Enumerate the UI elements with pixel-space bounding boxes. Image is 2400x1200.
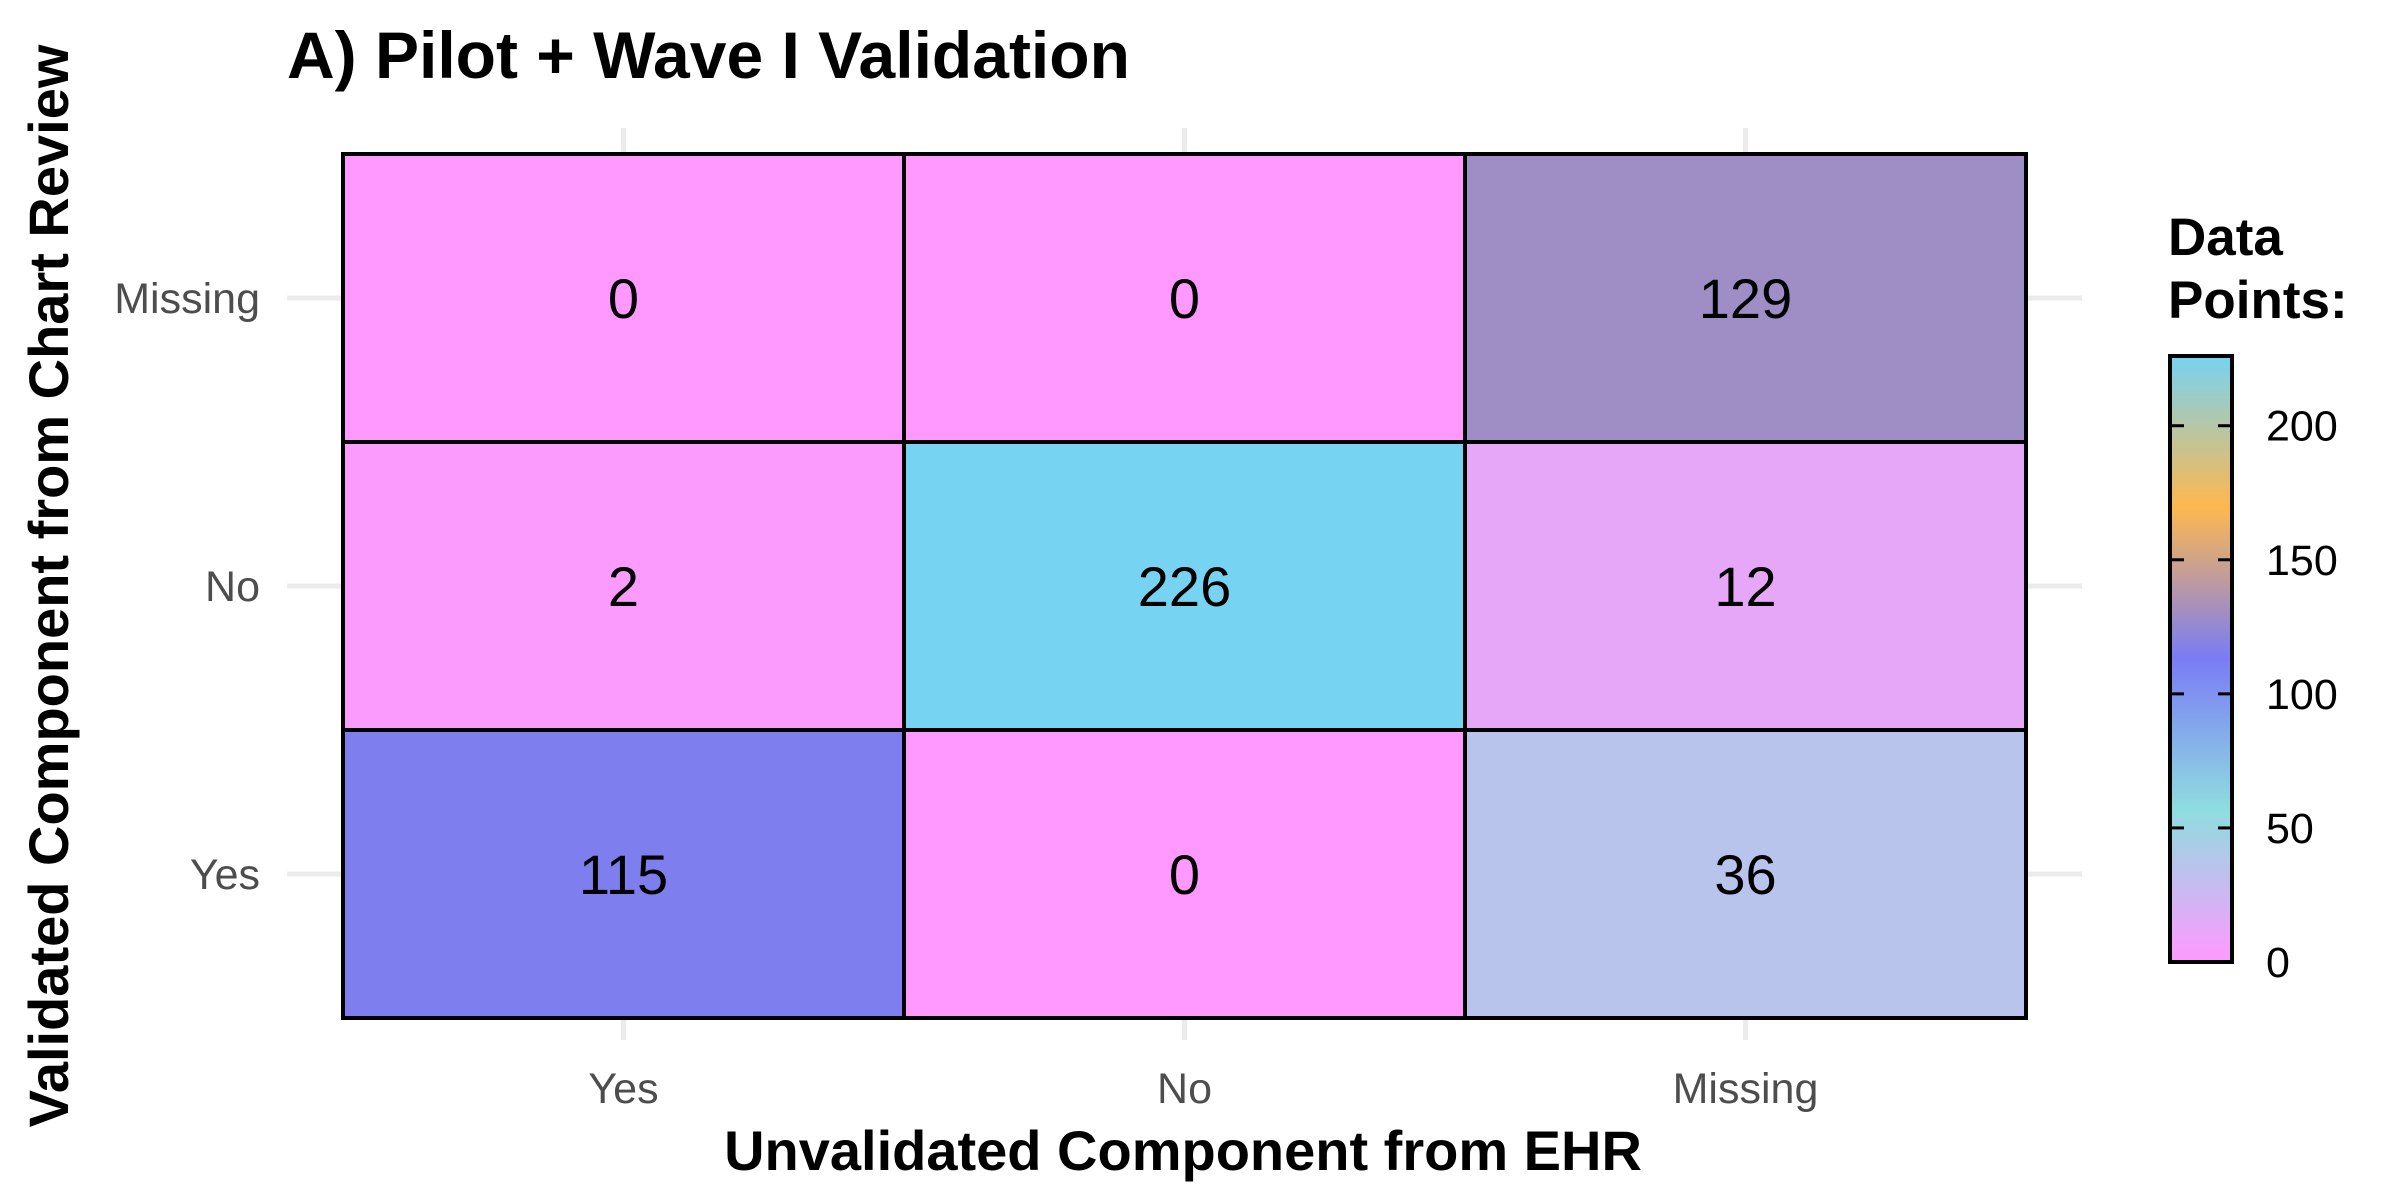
legend-tick-label: 150: [2266, 537, 2338, 585]
legend-tick-label: 0: [2266, 939, 2290, 987]
cell-value-label: 2: [608, 555, 639, 618]
legend-tick-label: 200: [2266, 403, 2338, 451]
x-axis-title: Unvalidated Component from EHR: [724, 1119, 1642, 1182]
legend-title-line-2: Points:: [2168, 271, 2348, 330]
legend-tick-label: 100: [2266, 671, 2338, 719]
heatmap-cell-yes-yes: [341, 728, 906, 1020]
legend-ticks: 0 50 100 150 200: [2172, 403, 2338, 987]
x-axis-ticks: Yes No Missing: [588, 1020, 1818, 1113]
cell-value-label: 0: [608, 267, 639, 330]
heatmap-cell-yes-no: [341, 440, 906, 732]
cell-value-label: 0: [1169, 843, 1200, 906]
heatmap-cell-no-no: [902, 440, 1467, 732]
x-tick-label-yes: Yes: [588, 1065, 658, 1113]
legend-colorbar: [2168, 354, 2234, 964]
cell-value-label: 36: [1714, 843, 1776, 906]
heatmap-cells: 0 0 129 2 226 12 115 0 36: [341, 152, 2028, 1020]
cell-value-label: 129: [1699, 267, 1792, 330]
cell-value-label: 115: [579, 843, 668, 906]
y-tick-label-no: No: [205, 563, 260, 611]
heatmap-cell-no-yes: [902, 728, 1467, 1020]
cell-value-label: 0: [1169, 267, 1200, 330]
heatmap-cell-missing-no: [1463, 440, 2028, 732]
x-tick-label-no: No: [1157, 1065, 1212, 1113]
heatmap-cell-missing-missing: [1463, 152, 2028, 444]
cell-value-label: 12: [1714, 555, 1776, 618]
heatmap-cell-missing-yes: [1463, 728, 2028, 1020]
legend-title-line-1: Data: [2168, 208, 2283, 267]
x-tick-label-missing: Missing: [1673, 1065, 1819, 1113]
cell-value-label: 226: [1138, 555, 1231, 618]
y-axis-ticks: Yes No Missing: [114, 275, 260, 899]
y-tick-label-yes: Yes: [190, 851, 260, 899]
y-axis-title: Validated Component from Chart Review: [17, 44, 80, 1127]
color-legend: Data Points: 0 50 100 150 200: [2168, 208, 2348, 987]
chart-title: A) Pilot + Wave I Validation: [287, 18, 1130, 92]
legend-tick-label: 50: [2266, 805, 2314, 853]
y-tick-label-missing: Missing: [114, 275, 260, 323]
